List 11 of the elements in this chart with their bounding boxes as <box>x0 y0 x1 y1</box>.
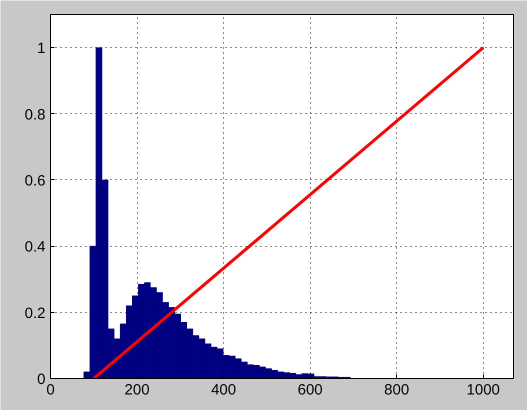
y-tick-label: 0.4 <box>24 238 46 256</box>
y-tick-label: 0.6 <box>24 172 46 190</box>
x-tick-label: 600 <box>298 382 323 398</box>
x-tick-label: 1000 <box>466 382 500 398</box>
x-tick-label: 200 <box>124 382 150 398</box>
x-tick-label: 400 <box>211 382 236 398</box>
y-tick-label: 0.2 <box>24 304 46 322</box>
y-tick-label: 1 <box>37 40 46 58</box>
y-tick-label: 0.8 <box>24 106 46 124</box>
y-tick-label: 0 <box>37 371 46 388</box>
x-tick-label: 800 <box>384 382 410 398</box>
